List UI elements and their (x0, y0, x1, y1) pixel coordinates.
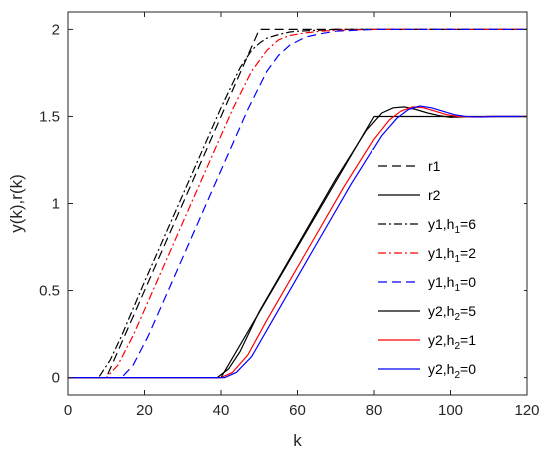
legend-label-4: y1,h1=0 (428, 274, 476, 294)
x-tick-label: 100 (438, 402, 463, 419)
x-tick-label: 60 (289, 402, 306, 419)
series-line-2 (68, 28, 527, 379)
y-tick-label: 1.5 (39, 108, 60, 125)
legend-label-6: y2,h2=1 (428, 332, 476, 352)
x-tick-label: 20 (136, 402, 153, 419)
legend: r1 r2 y1,h1=6 y1,h1=2 y1,h1=0 y2,h2=5 y2,h2=1 y… (372, 150, 524, 382)
series-line-7 (68, 105, 527, 379)
series-layer (68, 28, 527, 379)
y-tick-label: 2 (52, 21, 60, 38)
legend-box (372, 150, 524, 382)
legend-label-1: r2 (428, 187, 441, 203)
x-tick-label: 0 (64, 402, 72, 419)
x-tick-label: 120 (514, 402, 539, 419)
legend-label-7: y2,h2=0 (428, 361, 476, 381)
y-tick-label: 0 (52, 370, 60, 387)
legend-label-2: y1,h1=6 (428, 216, 476, 236)
legend-label-3: y1,h1=2 (428, 245, 476, 265)
x-tick-label: 80 (366, 402, 383, 419)
series-line-6 (68, 106, 527, 379)
x-axis-label: k (293, 431, 302, 450)
series-line-3 (68, 28, 527, 379)
y-tick-label: 0.5 (39, 283, 60, 300)
x-tick-label: 40 (213, 402, 230, 419)
y-axis-label: y(k),r(k) (7, 174, 26, 233)
y-tick-label: 1 (52, 196, 60, 213)
legend-label-0: r1 (428, 158, 441, 174)
series-line-4 (68, 28, 527, 379)
legend-label-5: y2,h2=5 (428, 303, 476, 323)
series-line-5 (68, 106, 527, 379)
tick-layer: 0 20 40 60 80 100 120 0 0.5 1 1.5 2 (39, 12, 540, 419)
